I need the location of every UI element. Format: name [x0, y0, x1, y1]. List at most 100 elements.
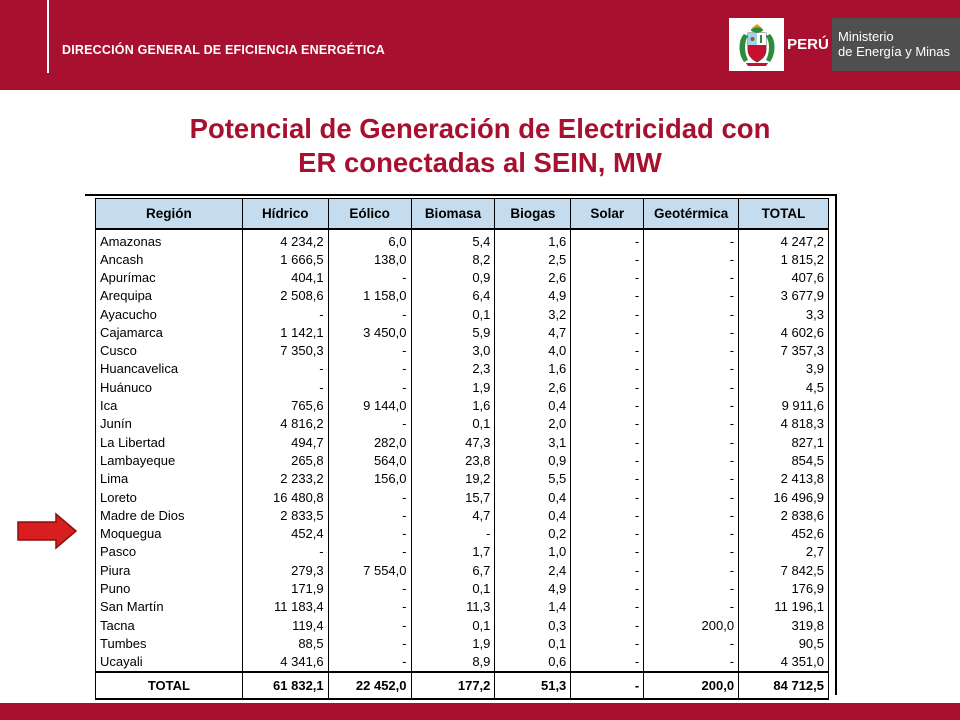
value-cell: -	[643, 287, 740, 306]
value-cell: -	[327, 616, 412, 635]
value-cell: 3,9	[738, 360, 829, 379]
value-cell: 88,5	[241, 634, 329, 654]
total-cell: 200,0	[643, 671, 740, 701]
column-header: Geotérmica	[643, 198, 740, 230]
total-cell: 22 452,0	[327, 671, 412, 701]
value-cell: 1,0	[494, 543, 572, 562]
value-cell: 3 677,9	[738, 287, 829, 306]
value-cell: 7 357,3	[738, 341, 829, 361]
value-cell: -	[570, 488, 645, 507]
value-cell: 2,5	[494, 250, 572, 269]
value-cell: -	[327, 415, 412, 434]
value-cell: 119,4	[241, 616, 329, 635]
table-row: Apurímac 404,1-0,9 2,6- -407,6	[95, 268, 829, 288]
table-row: Ica 765,6 9 144,0 1,6 0,4- -9 911,6	[95, 396, 829, 416]
value-cell: 0,9	[410, 268, 496, 288]
value-cell: 2,0	[494, 415, 572, 434]
region-cell: Huánuco	[95, 378, 243, 397]
header-bar: DIRECCIÓN GENERAL DE EFICIENCIA ENERGÉTI…	[0, 0, 960, 90]
value-cell: -	[643, 634, 740, 654]
value-cell: 6,0	[327, 228, 412, 251]
country-name: PERÚ	[787, 36, 829, 53]
total-cell: 51,3	[494, 671, 572, 701]
value-cell: -	[643, 228, 740, 251]
value-cell: -	[241, 305, 329, 324]
value-cell: -	[643, 470, 740, 489]
value-cell: -	[643, 598, 740, 617]
value-cell: -	[327, 506, 412, 525]
value-cell: 15,7	[410, 488, 496, 507]
value-cell: 4,5	[738, 378, 829, 397]
table-row: Puno 171,9-0,1 4,9- -176,9	[95, 579, 829, 599]
value-cell: -	[327, 653, 412, 673]
value-cell: 8,2	[410, 250, 496, 269]
region-cell: Ucayali	[95, 653, 243, 673]
value-cell: 4,7	[410, 506, 496, 525]
value-cell: 1,6	[410, 396, 496, 416]
table-row: La Libertad 494,7 282,0 47,3 3,1- -827,1	[95, 433, 829, 452]
value-cell: 265,8	[241, 451, 329, 471]
value-cell: 138,0	[327, 250, 412, 269]
value-cell: -	[327, 598, 412, 617]
value-cell: -	[643, 433, 740, 452]
value-cell: -	[643, 415, 740, 434]
value-cell: 2 838,6	[738, 506, 829, 525]
coat-of-arms-icon	[739, 24, 775, 66]
value-cell: -	[570, 598, 645, 617]
value-cell: -	[643, 653, 740, 673]
value-cell: 452,6	[738, 524, 829, 544]
value-cell: 7 842,5	[738, 561, 829, 580]
value-cell: 2,6	[494, 268, 572, 288]
value-cell: 2 508,6	[241, 287, 329, 306]
total-label: TOTAL	[95, 671, 243, 701]
value-cell: 16 480,8	[241, 488, 329, 507]
value-cell: 1,7	[410, 543, 496, 562]
value-cell: 9 911,6	[738, 396, 829, 416]
value-cell: 854,5	[738, 451, 829, 471]
value-cell: -	[570, 579, 645, 599]
value-cell: -	[410, 524, 496, 544]
region-cell: Lambayeque	[95, 451, 243, 471]
value-cell: -	[327, 305, 412, 324]
value-cell: -	[643, 561, 740, 580]
value-cell: 200,0	[643, 616, 740, 635]
value-cell: 4 341,6	[241, 653, 329, 673]
table-row: Ucayali 4 341,6-8,9 0,6- -4 351,0	[95, 653, 829, 673]
value-cell: -	[327, 378, 412, 397]
value-cell: -	[570, 616, 645, 635]
table-row: Loreto 16 480,8-15,7 0,4- -16 496,9	[95, 488, 829, 507]
region-cell: Amazonas	[95, 228, 243, 251]
total-cell: -	[570, 671, 645, 701]
value-cell: -	[570, 524, 645, 544]
value-cell: 3,2	[494, 305, 572, 324]
agency-name: DIRECCIÓN GENERAL DE EFICIENCIA ENERGÉTI…	[62, 43, 386, 57]
value-cell: -	[643, 360, 740, 379]
value-cell: 1 158,0	[327, 287, 412, 306]
table-row: Arequipa 2 508,6 1 158,0 6,4 4,9- -3 677,9	[95, 287, 829, 306]
value-cell: -	[570, 378, 645, 397]
value-cell: -	[643, 506, 740, 525]
value-cell: -	[241, 360, 329, 379]
value-cell: 1 142,1	[241, 323, 329, 342]
region-cell: Apurímac	[95, 268, 243, 288]
ministry-line-1: Ministerio	[838, 29, 894, 44]
ministry-line-2: de Energía y Minas	[838, 44, 951, 59]
value-cell: 4 602,6	[738, 323, 829, 342]
value-cell: 11,3	[410, 598, 496, 617]
country-badge: PERÚ	[784, 18, 832, 71]
value-cell: 0,1	[410, 305, 496, 324]
column-header: Hídrico	[241, 198, 329, 230]
table-row: Cusco 7 350,3-3,0 4,0- -7 357,3	[95, 341, 829, 361]
value-cell: -	[643, 396, 740, 416]
value-cell: -	[570, 268, 645, 288]
value-cell: 1,4	[494, 598, 572, 617]
value-cell: -	[570, 470, 645, 489]
value-cell: -	[327, 360, 412, 379]
value-cell: -	[327, 268, 412, 288]
value-cell: -	[570, 543, 645, 562]
region-cell: Lima	[95, 470, 243, 489]
page-title: Potencial de Generación de Electricidad …	[40, 112, 920, 180]
highlight-arrow-icon	[17, 512, 78, 550]
value-cell: -	[643, 378, 740, 397]
value-cell: 3,1	[494, 433, 572, 452]
